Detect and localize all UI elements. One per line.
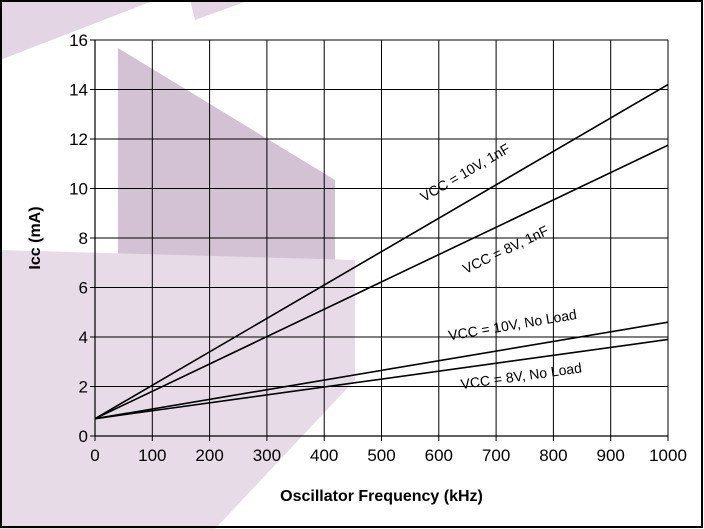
x-tick-label-900: 900 [597, 446, 625, 465]
tick-labels: 0 100 200 300 400 500 600 700 800 900 1000 0 2 4 6 8 10 1… [69, 31, 687, 465]
y-tick-label-0: 0 [79, 427, 88, 446]
y-axis-title: Icc (mA) [27, 206, 44, 269]
axes [90, 39, 669, 441]
x-tick-label-400: 400 [310, 446, 338, 465]
watermark-shape-top [0, 0, 155, 60]
series-label-0: VCC = 10V, 1nF [417, 140, 512, 205]
watermark-shape-wedge [118, 48, 335, 300]
watermark-shape-bottom [0, 250, 355, 529]
series-line-0 [94, 83, 669, 420]
series-line-1 [94, 144, 669, 420]
x-tick-label-300: 300 [253, 446, 281, 465]
x-tick-label-100: 100 [138, 446, 166, 465]
x-axis-title: Oscillator Frequency (kHz) [280, 488, 483, 505]
series-label-1: VCC = 8V, 1nF [460, 222, 551, 277]
watermark-shape-top-right [190, 0, 250, 20]
y-tick-label-2: 2 [79, 378, 88, 397]
x-tick-label-200: 200 [195, 446, 223, 465]
series-line-3 [94, 338, 669, 420]
x-tick-label-800: 800 [539, 446, 567, 465]
series-label-3: VCC = 8V, No Load [460, 359, 583, 392]
y-tick-label-14: 14 [69, 81, 88, 100]
y-tick-label-10: 10 [69, 180, 88, 199]
y-tick-label-6: 6 [79, 279, 88, 298]
series-line-2 [94, 321, 669, 420]
watermark [0, 0, 355, 529]
x-tick-label-600: 600 [425, 446, 453, 465]
y-tick-label-12: 12 [69, 130, 88, 149]
y-tick-label-8: 8 [79, 229, 88, 248]
grid [95, 39, 669, 436]
x-tick-label-500: 500 [367, 446, 395, 465]
y-tick-label-4: 4 [79, 328, 88, 347]
y-tick-label-16: 16 [69, 31, 88, 50]
series-label-2: VCC = 10V, No Load [447, 306, 578, 343]
x-tick-label-700: 700 [482, 446, 510, 465]
x-tick-label-0: 0 [90, 446, 99, 465]
x-tick-label-1000: 1000 [649, 446, 687, 465]
